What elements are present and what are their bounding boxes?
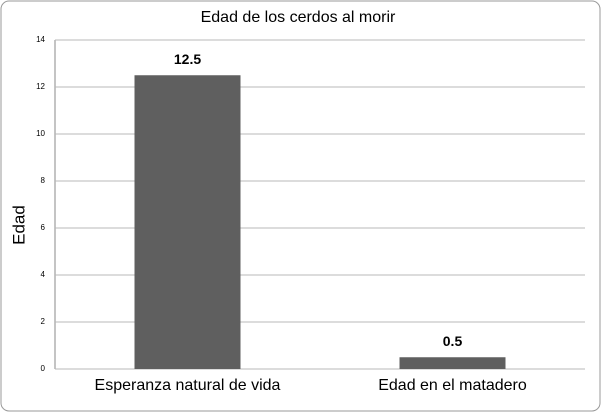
chart-title: Edad de los cerdos al morir [201,9,396,26]
y-tick-label: 4 [41,270,46,279]
y-axis-label: Edad [9,205,28,245]
bar [399,357,506,369]
y-tick-label: 8 [41,176,46,185]
y-tick-label: 14 [36,35,45,44]
bar [134,75,241,369]
y-tick-label: 0 [41,364,46,373]
value-label: 0.5 [443,333,463,349]
value-label: 12.5 [174,51,201,67]
y-tick-label: 6 [41,223,46,232]
y-tick-label: 2 [41,317,46,326]
x-tick-label: Esperanza natural de vida [95,377,281,394]
y-tick-label: 10 [36,129,45,138]
y-tick-label: 12 [36,82,45,91]
x-tick-label: Edad en el matadero [378,377,527,394]
